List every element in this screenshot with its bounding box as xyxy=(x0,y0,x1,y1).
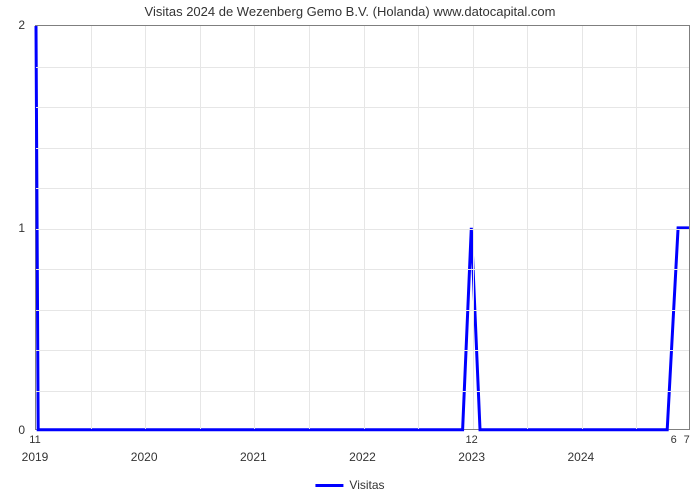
gridline-h-minor xyxy=(36,67,689,68)
plot-area xyxy=(35,25,690,430)
gridline-v xyxy=(473,26,474,429)
legend: Visitas xyxy=(315,478,384,492)
chart-title: Visitas 2024 de Wezenberg Gemo B.V. (Hol… xyxy=(0,4,700,19)
minor-x-label: 7 xyxy=(684,434,690,446)
gridline-v-minor xyxy=(636,26,637,429)
gridline-v xyxy=(145,26,146,429)
gridline-v-minor xyxy=(200,26,201,429)
gridline-h-minor xyxy=(36,148,689,149)
gridline-v-minor xyxy=(527,26,528,429)
gridline-v-minor xyxy=(309,26,310,429)
gridline-v-minor xyxy=(418,26,419,429)
gridline-h-minor xyxy=(36,310,689,311)
minor-x-label: 11 xyxy=(29,434,40,446)
xtick-label: 2022 xyxy=(349,450,376,464)
chart-container: Visitas 2024 de Wezenberg Gemo B.V. (Hol… xyxy=(0,0,700,500)
gridline-v-minor xyxy=(91,26,92,429)
minor-x-label: 12 xyxy=(466,434,478,446)
gridline-h-minor xyxy=(36,188,689,189)
xtick-label: 2020 xyxy=(131,450,158,464)
gridline-h-minor xyxy=(36,269,689,270)
xtick-label: 2019 xyxy=(22,450,49,464)
xtick-label: 2024 xyxy=(567,450,594,464)
minor-x-label: 6 xyxy=(671,434,677,446)
xtick-label: 2023 xyxy=(458,450,485,464)
gridline-h-minor xyxy=(36,107,689,108)
legend-swatch xyxy=(315,484,343,487)
gridline-v xyxy=(254,26,255,429)
xtick-label: 2021 xyxy=(240,450,267,464)
gridline-h xyxy=(36,229,689,230)
gridline-h-minor xyxy=(36,350,689,351)
gridline-v xyxy=(364,26,365,429)
gridline-h-minor xyxy=(36,391,689,392)
legend-label: Visitas xyxy=(349,478,384,492)
gridline-v xyxy=(582,26,583,429)
